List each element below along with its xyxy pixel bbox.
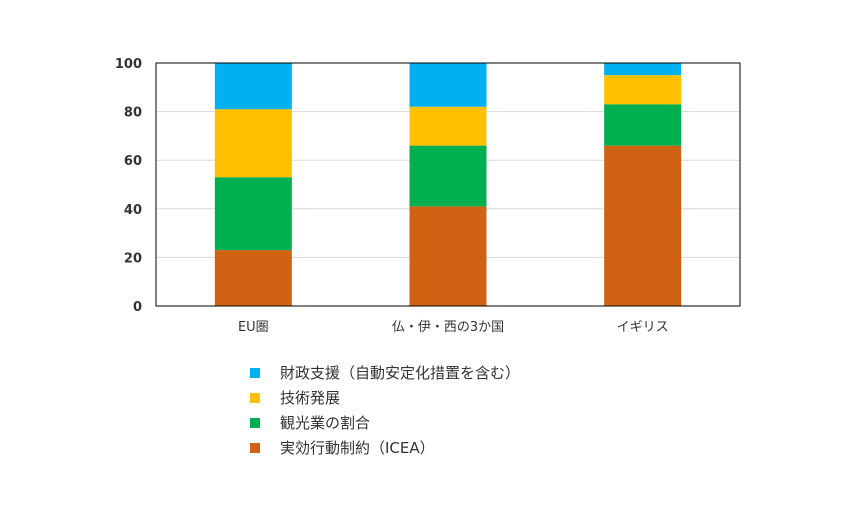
- bar-segment: [214, 63, 292, 110]
- legend-swatch: [250, 417, 260, 428]
- legend-swatch: [250, 442, 260, 453]
- legend-swatch: [250, 392, 260, 403]
- legend-label: 観光業の割合: [280, 414, 371, 432]
- bar-segment: [214, 250, 292, 306]
- bar-segment: [604, 75, 682, 105]
- legend: 財政支援（自動安定化措置を含む） 技術発展観光業の割合実効行動制約（ICEA）: [250, 360, 520, 460]
- x-category-label: 仏・伊・西の3か国: [392, 320, 504, 335]
- x-category-label: イギリス: [617, 320, 669, 335]
- bar-segment: [409, 106, 487, 146]
- legend-item: 財政支援（自動安定化措置を含む）: [250, 360, 520, 385]
- legend-label: 技術発展: [280, 389, 341, 407]
- legend-item: 観光業の割合: [250, 410, 520, 435]
- bar-segment: [604, 104, 682, 146]
- bar-segment: [214, 109, 292, 178]
- bar-segment: [409, 206, 487, 306]
- legend-swatch: [250, 367, 260, 378]
- bar-segment: [604, 145, 682, 306]
- legend-label: 実効行動制約（ICEA）: [280, 439, 435, 457]
- bar-segment: [604, 63, 682, 76]
- x-category-label: EU圏: [238, 320, 269, 335]
- y-tick-label: 100: [115, 57, 142, 72]
- legend-label: 財政支援（自動安定化措置を含む）: [280, 364, 521, 382]
- bar-segment: [409, 145, 487, 207]
- legend-item: 実効行動制約（ICEA）: [250, 435, 520, 460]
- y-tick-label: 80: [124, 106, 142, 121]
- y-tick-label: 0: [133, 300, 142, 315]
- y-tick-label: 60: [124, 154, 142, 169]
- y-tick-label: 40: [124, 203, 142, 218]
- legend-item: 技術発展: [250, 385, 520, 410]
- y-tick-label: 20: [124, 251, 142, 266]
- bar-segment: [409, 63, 487, 107]
- bar-segment: [214, 177, 292, 251]
- plot-area-border: [155, 62, 741, 307]
